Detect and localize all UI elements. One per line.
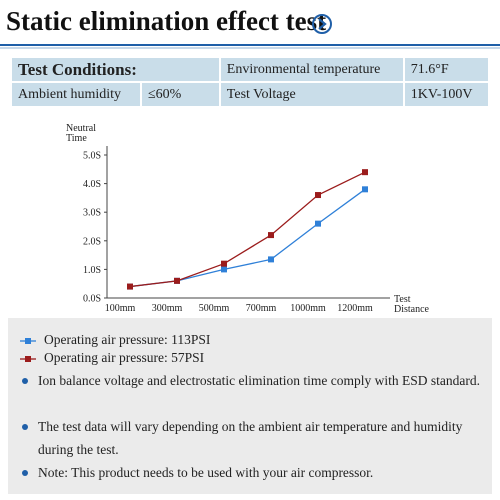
point [362, 169, 368, 176]
chart: 0.0S 1.0S 2.0S 3.0S 4.0S 5.0S 100mm 300mm 500mm 7… [83, 146, 390, 314]
y-tick-label: 5.0S [83, 151, 101, 162]
legend-item: Operating air pressure: 57PSI [20, 350, 204, 366]
legend-label: Operating air pressure: 57PSI [44, 350, 205, 365]
note-text: Ion balance voltage and electrostatic el… [38, 373, 480, 388]
arrow-chevron [318, 18, 327, 30]
legend-label: Operating air pressure: 113PSI [44, 332, 211, 347]
point [174, 277, 180, 284]
point [127, 283, 133, 290]
y-tick-label: 0.0S [83, 294, 101, 305]
series-line [129, 171, 366, 288]
legend-notes-panel [8, 318, 492, 494]
note-text: Note: This product needs to be used with… [38, 465, 374, 480]
point [268, 232, 274, 239]
y-tick-label: 2.0S [83, 236, 101, 247]
page-title: Static elimination effect test [6, 6, 327, 36]
table-cell: Ambient humidity [10, 81, 142, 108]
x-tick-label: 1200mm [337, 303, 373, 314]
x-tick-label: 300mm [152, 303, 183, 314]
table-cell: 1KV-100V [402, 81, 491, 108]
x-tick-label: 100mm [105, 303, 136, 314]
header-decor [0, 14, 500, 49]
note-text: The test data will vary depending on the… [38, 419, 463, 457]
x-tick-label: 700mm [246, 303, 277, 314]
point [221, 266, 227, 273]
point [268, 256, 274, 263]
bullet [22, 378, 28, 384]
bullet [22, 470, 28, 476]
legend-marker [20, 355, 36, 362]
point [362, 186, 368, 193]
table-cell: 71.6°F [402, 56, 491, 83]
legend-marker [20, 337, 36, 344]
conditions-table: Test Conditions: Environmental temperatu… [10, 56, 491, 108]
table-row: Test Conditions: Environmental temperatu… [10, 56, 491, 83]
point [315, 192, 321, 199]
bullet [22, 424, 28, 430]
x-axis-label: Test Distance [394, 294, 429, 315]
table-row: Ambient humidity ≤60% Test Voltage 1KV-1… [10, 81, 491, 108]
x-tick-label: 500mm [199, 303, 230, 314]
y-tick-label: 1.0S [83, 265, 101, 276]
y-tick-label: 4.0S [83, 179, 101, 190]
table-cell: Environmental temperature [218, 56, 405, 83]
arrow-icon [312, 14, 332, 34]
x-tick-label: 1000mm [290, 303, 326, 314]
y-axis-label: Neutral Time [66, 123, 96, 144]
table-cell: ≤60% [140, 81, 221, 108]
point [221, 260, 227, 267]
table-cell: Test Conditions: [10, 56, 221, 83]
y-tick-label: 3.0S [83, 208, 101, 219]
table-cell: Test Voltage [218, 81, 405, 108]
point [315, 220, 321, 227]
series-line [129, 188, 366, 288]
legend-item: Operating air pressure: 113PSI [20, 332, 210, 348]
